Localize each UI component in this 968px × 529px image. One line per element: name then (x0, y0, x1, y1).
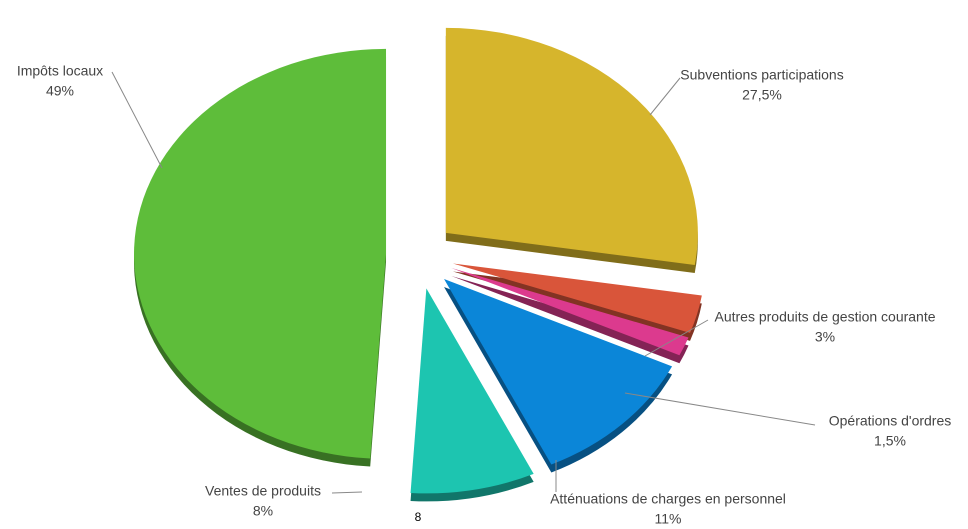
slice-value-label: 3% (815, 329, 835, 345)
slice-label: Subventions participations (680, 67, 843, 83)
slice-value-label: 11% (655, 511, 682, 527)
slice (444, 279, 673, 465)
page-number: 8 (415, 510, 422, 524)
slice-value-label: 1,5% (874, 433, 906, 449)
slice-side (451, 276, 689, 364)
leader-line (624, 392, 816, 426)
leader-line (111, 71, 163, 169)
slice-label: Atténuations de charges en personnel (550, 491, 786, 507)
slice (445, 27, 698, 265)
slice (452, 263, 702, 333)
slice (134, 48, 387, 459)
leader-line (331, 491, 363, 494)
leader-line (644, 319, 709, 357)
slice-label: Autres produits de gestion courante (714, 309, 935, 325)
slice-value-label: 49% (46, 83, 74, 99)
slice (410, 288, 534, 494)
slice-label: Ventes de produits (205, 483, 321, 499)
slice-value-label: 27,5% (742, 87, 782, 103)
slice (451, 268, 689, 356)
leader-line (649, 77, 681, 116)
slice-value-label: 8% (253, 503, 273, 519)
slice-label: Impôts locaux (17, 63, 103, 79)
slice-label: Opérations d'ordres (829, 413, 952, 429)
